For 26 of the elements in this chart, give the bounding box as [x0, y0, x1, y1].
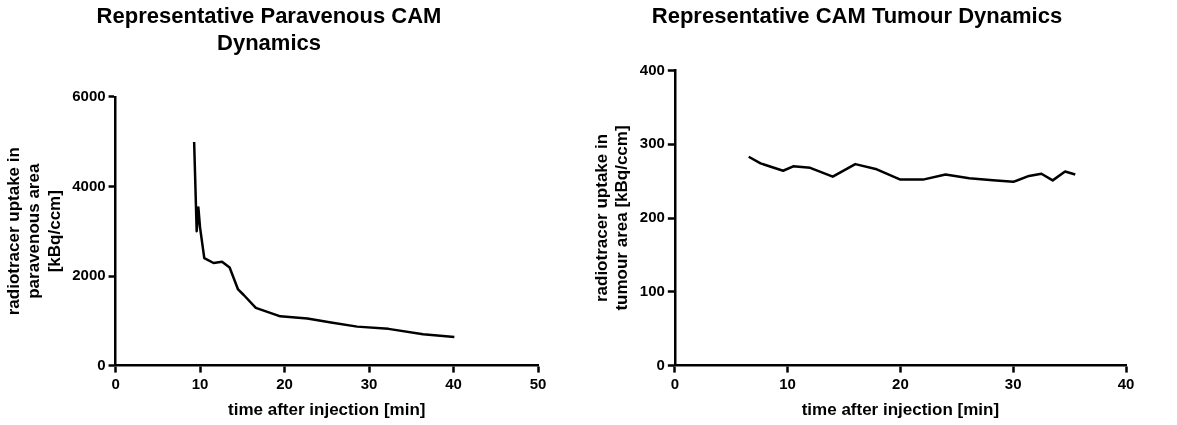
- y-tick-label: 300: [639, 134, 665, 152]
- y-tick-label: 0: [97, 355, 106, 373]
- x-axis-title: time after injection [min]: [801, 400, 1000, 420]
- x-tick-label: 40: [1117, 374, 1135, 392]
- chart-title: Representative Paravenous CAM Dynamics: [96, 3, 442, 55]
- y-tick-label: 6000: [72, 86, 106, 104]
- y-tick-label: 100: [639, 281, 665, 299]
- x-tick-label: 10: [779, 374, 796, 392]
- x-axis-title: time after injection [min]: [228, 400, 426, 420]
- x-tick-label: 30: [1004, 374, 1022, 392]
- y-tick-label: 2000: [72, 266, 106, 284]
- y-axis-title: radiotracer uptake in paravenous area [kBq/ccm]: [3, 147, 64, 316]
- y-tick-label: 4000: [72, 176, 106, 194]
- x-tick-label: 20: [276, 374, 293, 392]
- x-tick-label: 0: [111, 374, 120, 392]
- x-tick-label: 10: [191, 374, 209, 392]
- x-tick-label: 50: [529, 374, 547, 392]
- y-axis-title: radiotracer uptake in tumour area [kBq/ccm]: [591, 125, 632, 311]
- y-tick-label: 400: [639, 60, 665, 78]
- y-tick-label: 200: [639, 208, 665, 226]
- x-tick-label: 30: [360, 374, 378, 392]
- y-tick-label: 0: [656, 355, 665, 373]
- x-tick-label: 20: [892, 374, 909, 392]
- x-tick-label: 40: [445, 374, 462, 392]
- x-tick-label: 0: [670, 374, 679, 392]
- chart-title: Representative CAM Tumour Dynamics: [651, 3, 1063, 29]
